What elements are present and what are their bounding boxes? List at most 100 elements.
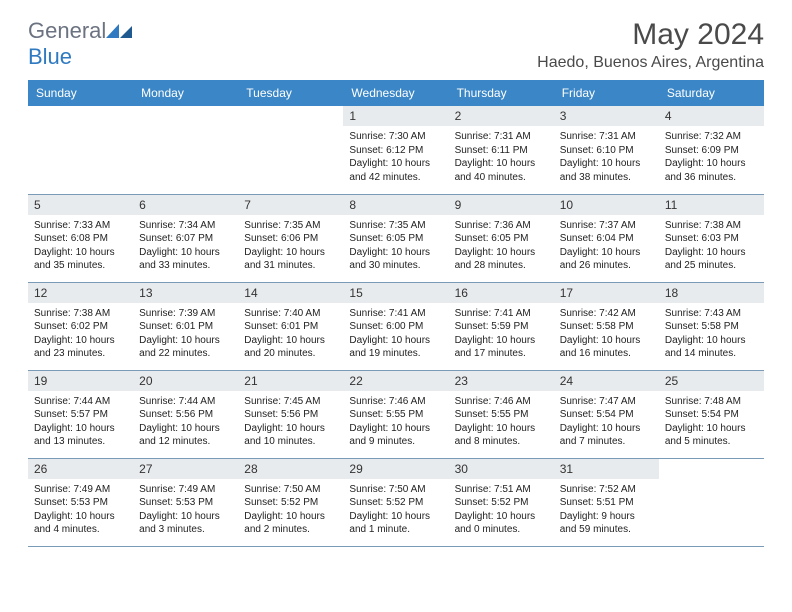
- day-number: 3: [554, 106, 659, 126]
- day-info: Sunrise: 7:31 AMSunset: 6:10 PMDaylight:…: [554, 126, 659, 188]
- sunrise-text: Sunrise: 7:31 AM: [560, 130, 653, 144]
- weekday-header: Tuesday: [238, 80, 343, 106]
- weekday-header-row: Sunday Monday Tuesday Wednesday Thursday…: [28, 80, 764, 106]
- day-info: Sunrise: 7:36 AMSunset: 6:05 PMDaylight:…: [449, 215, 554, 277]
- day-info: Sunrise: 7:41 AMSunset: 6:00 PMDaylight:…: [343, 303, 448, 365]
- sunrise-text: Sunrise: 7:48 AM: [665, 395, 758, 409]
- calendar-cell: 17Sunrise: 7:42 AMSunset: 5:58 PMDayligh…: [554, 282, 659, 370]
- sunrise-text: Sunrise: 7:42 AM: [560, 307, 653, 321]
- calendar-cell-empty: ..: [28, 106, 133, 194]
- daylight-text: Daylight: 10 hours and 10 minutes.: [244, 422, 337, 449]
- calendar-cell: 9Sunrise: 7:36 AMSunset: 6:05 PMDaylight…: [449, 194, 554, 282]
- sunset-text: Sunset: 5:54 PM: [560, 408, 653, 422]
- sunset-text: Sunset: 5:51 PM: [560, 496, 653, 510]
- daylight-text: Daylight: 10 hours and 14 minutes.: [665, 334, 758, 361]
- calendar-cell: 26Sunrise: 7:49 AMSunset: 5:53 PMDayligh…: [28, 458, 133, 546]
- day-number: 25: [659, 371, 764, 391]
- sunrise-text: Sunrise: 7:41 AM: [349, 307, 442, 321]
- day-number: 19: [28, 371, 133, 391]
- daylight-text: Daylight: 10 hours and 19 minutes.: [349, 334, 442, 361]
- day-info: Sunrise: 7:52 AMSunset: 5:51 PMDaylight:…: [554, 479, 659, 541]
- day-number: 11: [659, 195, 764, 215]
- day-number: 1: [343, 106, 448, 126]
- sunset-text: Sunset: 5:56 PM: [244, 408, 337, 422]
- calendar-table: Sunday Monday Tuesday Wednesday Thursday…: [28, 80, 764, 547]
- calendar-cell: 4Sunrise: 7:32 AMSunset: 6:09 PMDaylight…: [659, 106, 764, 194]
- sunrise-text: Sunrise: 7:49 AM: [34, 483, 127, 497]
- day-info: Sunrise: 7:42 AMSunset: 5:58 PMDaylight:…: [554, 303, 659, 365]
- day-info: Sunrise: 7:46 AMSunset: 5:55 PMDaylight:…: [449, 391, 554, 453]
- calendar-cell: 29Sunrise: 7:50 AMSunset: 5:52 PMDayligh…: [343, 458, 448, 546]
- calendar-cell: 2Sunrise: 7:31 AMSunset: 6:11 PMDaylight…: [449, 106, 554, 194]
- sunrise-text: Sunrise: 7:46 AM: [455, 395, 548, 409]
- sunrise-text: Sunrise: 7:37 AM: [560, 219, 653, 233]
- calendar-cell: 24Sunrise: 7:47 AMSunset: 5:54 PMDayligh…: [554, 370, 659, 458]
- calendar-cell: 13Sunrise: 7:39 AMSunset: 6:01 PMDayligh…: [133, 282, 238, 370]
- daylight-text: Daylight: 10 hours and 7 minutes.: [560, 422, 653, 449]
- day-info: Sunrise: 7:30 AMSunset: 6:12 PMDaylight:…: [343, 126, 448, 188]
- daylight-text: Daylight: 10 hours and 22 minutes.: [139, 334, 232, 361]
- sunset-text: Sunset: 6:01 PM: [139, 320, 232, 334]
- day-info: Sunrise: 7:32 AMSunset: 6:09 PMDaylight:…: [659, 126, 764, 188]
- day-info: Sunrise: 7:31 AMSunset: 6:11 PMDaylight:…: [449, 126, 554, 188]
- day-number: 4: [659, 106, 764, 126]
- sunrise-text: Sunrise: 7:52 AM: [560, 483, 653, 497]
- logo-word-blue: Blue: [28, 44, 72, 69]
- calendar-cell: 1Sunrise: 7:30 AMSunset: 6:12 PMDaylight…: [343, 106, 448, 194]
- weekday-header: Monday: [133, 80, 238, 106]
- sunset-text: Sunset: 6:12 PM: [349, 144, 442, 158]
- day-info: Sunrise: 7:35 AMSunset: 6:06 PMDaylight:…: [238, 215, 343, 277]
- daylight-text: Daylight: 10 hours and 9 minutes.: [349, 422, 442, 449]
- day-info: Sunrise: 7:51 AMSunset: 5:52 PMDaylight:…: [449, 479, 554, 541]
- sunset-text: Sunset: 5:56 PM: [139, 408, 232, 422]
- weekday-header: Wednesday: [343, 80, 448, 106]
- weekday-header: Thursday: [449, 80, 554, 106]
- day-info: Sunrise: 7:49 AMSunset: 5:53 PMDaylight:…: [133, 479, 238, 541]
- calendar-cell: 10Sunrise: 7:37 AMSunset: 6:04 PMDayligh…: [554, 194, 659, 282]
- sunset-text: Sunset: 5:57 PM: [34, 408, 127, 422]
- calendar-cell: 16Sunrise: 7:41 AMSunset: 5:59 PMDayligh…: [449, 282, 554, 370]
- sunset-text: Sunset: 6:09 PM: [665, 144, 758, 158]
- daylight-text: Daylight: 10 hours and 26 minutes.: [560, 246, 653, 273]
- day-number: 17: [554, 283, 659, 303]
- day-number: 29: [343, 459, 448, 479]
- day-number: 20: [133, 371, 238, 391]
- calendar-cell-empty: ..: [238, 106, 343, 194]
- sunrise-text: Sunrise: 7:32 AM: [665, 130, 758, 144]
- day-number: 10: [554, 195, 659, 215]
- sunrise-text: Sunrise: 7:51 AM: [455, 483, 548, 497]
- sunrise-text: Sunrise: 7:38 AM: [34, 307, 127, 321]
- day-number: 12: [28, 283, 133, 303]
- weekday-header: Friday: [554, 80, 659, 106]
- sunset-text: Sunset: 5:58 PM: [665, 320, 758, 334]
- calendar-cell: 20Sunrise: 7:44 AMSunset: 5:56 PMDayligh…: [133, 370, 238, 458]
- calendar-cell: 3Sunrise: 7:31 AMSunset: 6:10 PMDaylight…: [554, 106, 659, 194]
- sunrise-text: Sunrise: 7:41 AM: [455, 307, 548, 321]
- day-number: 14: [238, 283, 343, 303]
- day-info: Sunrise: 7:49 AMSunset: 5:53 PMDaylight:…: [28, 479, 133, 541]
- calendar-cell: 14Sunrise: 7:40 AMSunset: 6:01 PMDayligh…: [238, 282, 343, 370]
- sunrise-text: Sunrise: 7:31 AM: [455, 130, 548, 144]
- day-info: Sunrise: 7:45 AMSunset: 5:56 PMDaylight:…: [238, 391, 343, 453]
- sunrise-text: Sunrise: 7:43 AM: [665, 307, 758, 321]
- day-info: Sunrise: 7:39 AMSunset: 6:01 PMDaylight:…: [133, 303, 238, 365]
- calendar-cell: 8Sunrise: 7:35 AMSunset: 6:05 PMDaylight…: [343, 194, 448, 282]
- calendar-cell: 15Sunrise: 7:41 AMSunset: 6:00 PMDayligh…: [343, 282, 448, 370]
- daylight-text: Daylight: 10 hours and 13 minutes.: [34, 422, 127, 449]
- sunrise-text: Sunrise: 7:44 AM: [139, 395, 232, 409]
- calendar-cell: 18Sunrise: 7:43 AMSunset: 5:58 PMDayligh…: [659, 282, 764, 370]
- sunset-text: Sunset: 5:54 PM: [665, 408, 758, 422]
- daylight-text: Daylight: 10 hours and 40 minutes.: [455, 157, 548, 184]
- calendar-cell: 31Sunrise: 7:52 AMSunset: 5:51 PMDayligh…: [554, 458, 659, 546]
- day-number: 26: [28, 459, 133, 479]
- day-number: 9: [449, 195, 554, 215]
- calendar-cell: 12Sunrise: 7:38 AMSunset: 6:02 PMDayligh…: [28, 282, 133, 370]
- day-number: 13: [133, 283, 238, 303]
- sunrise-text: Sunrise: 7:30 AM: [349, 130, 442, 144]
- sunrise-text: Sunrise: 7:35 AM: [244, 219, 337, 233]
- daylight-text: Daylight: 10 hours and 33 minutes.: [139, 246, 232, 273]
- weekday-header: Saturday: [659, 80, 764, 106]
- calendar-row: 26Sunrise: 7:49 AMSunset: 5:53 PMDayligh…: [28, 458, 764, 546]
- daylight-text: Daylight: 10 hours and 8 minutes.: [455, 422, 548, 449]
- sunrise-text: Sunrise: 7:40 AM: [244, 307, 337, 321]
